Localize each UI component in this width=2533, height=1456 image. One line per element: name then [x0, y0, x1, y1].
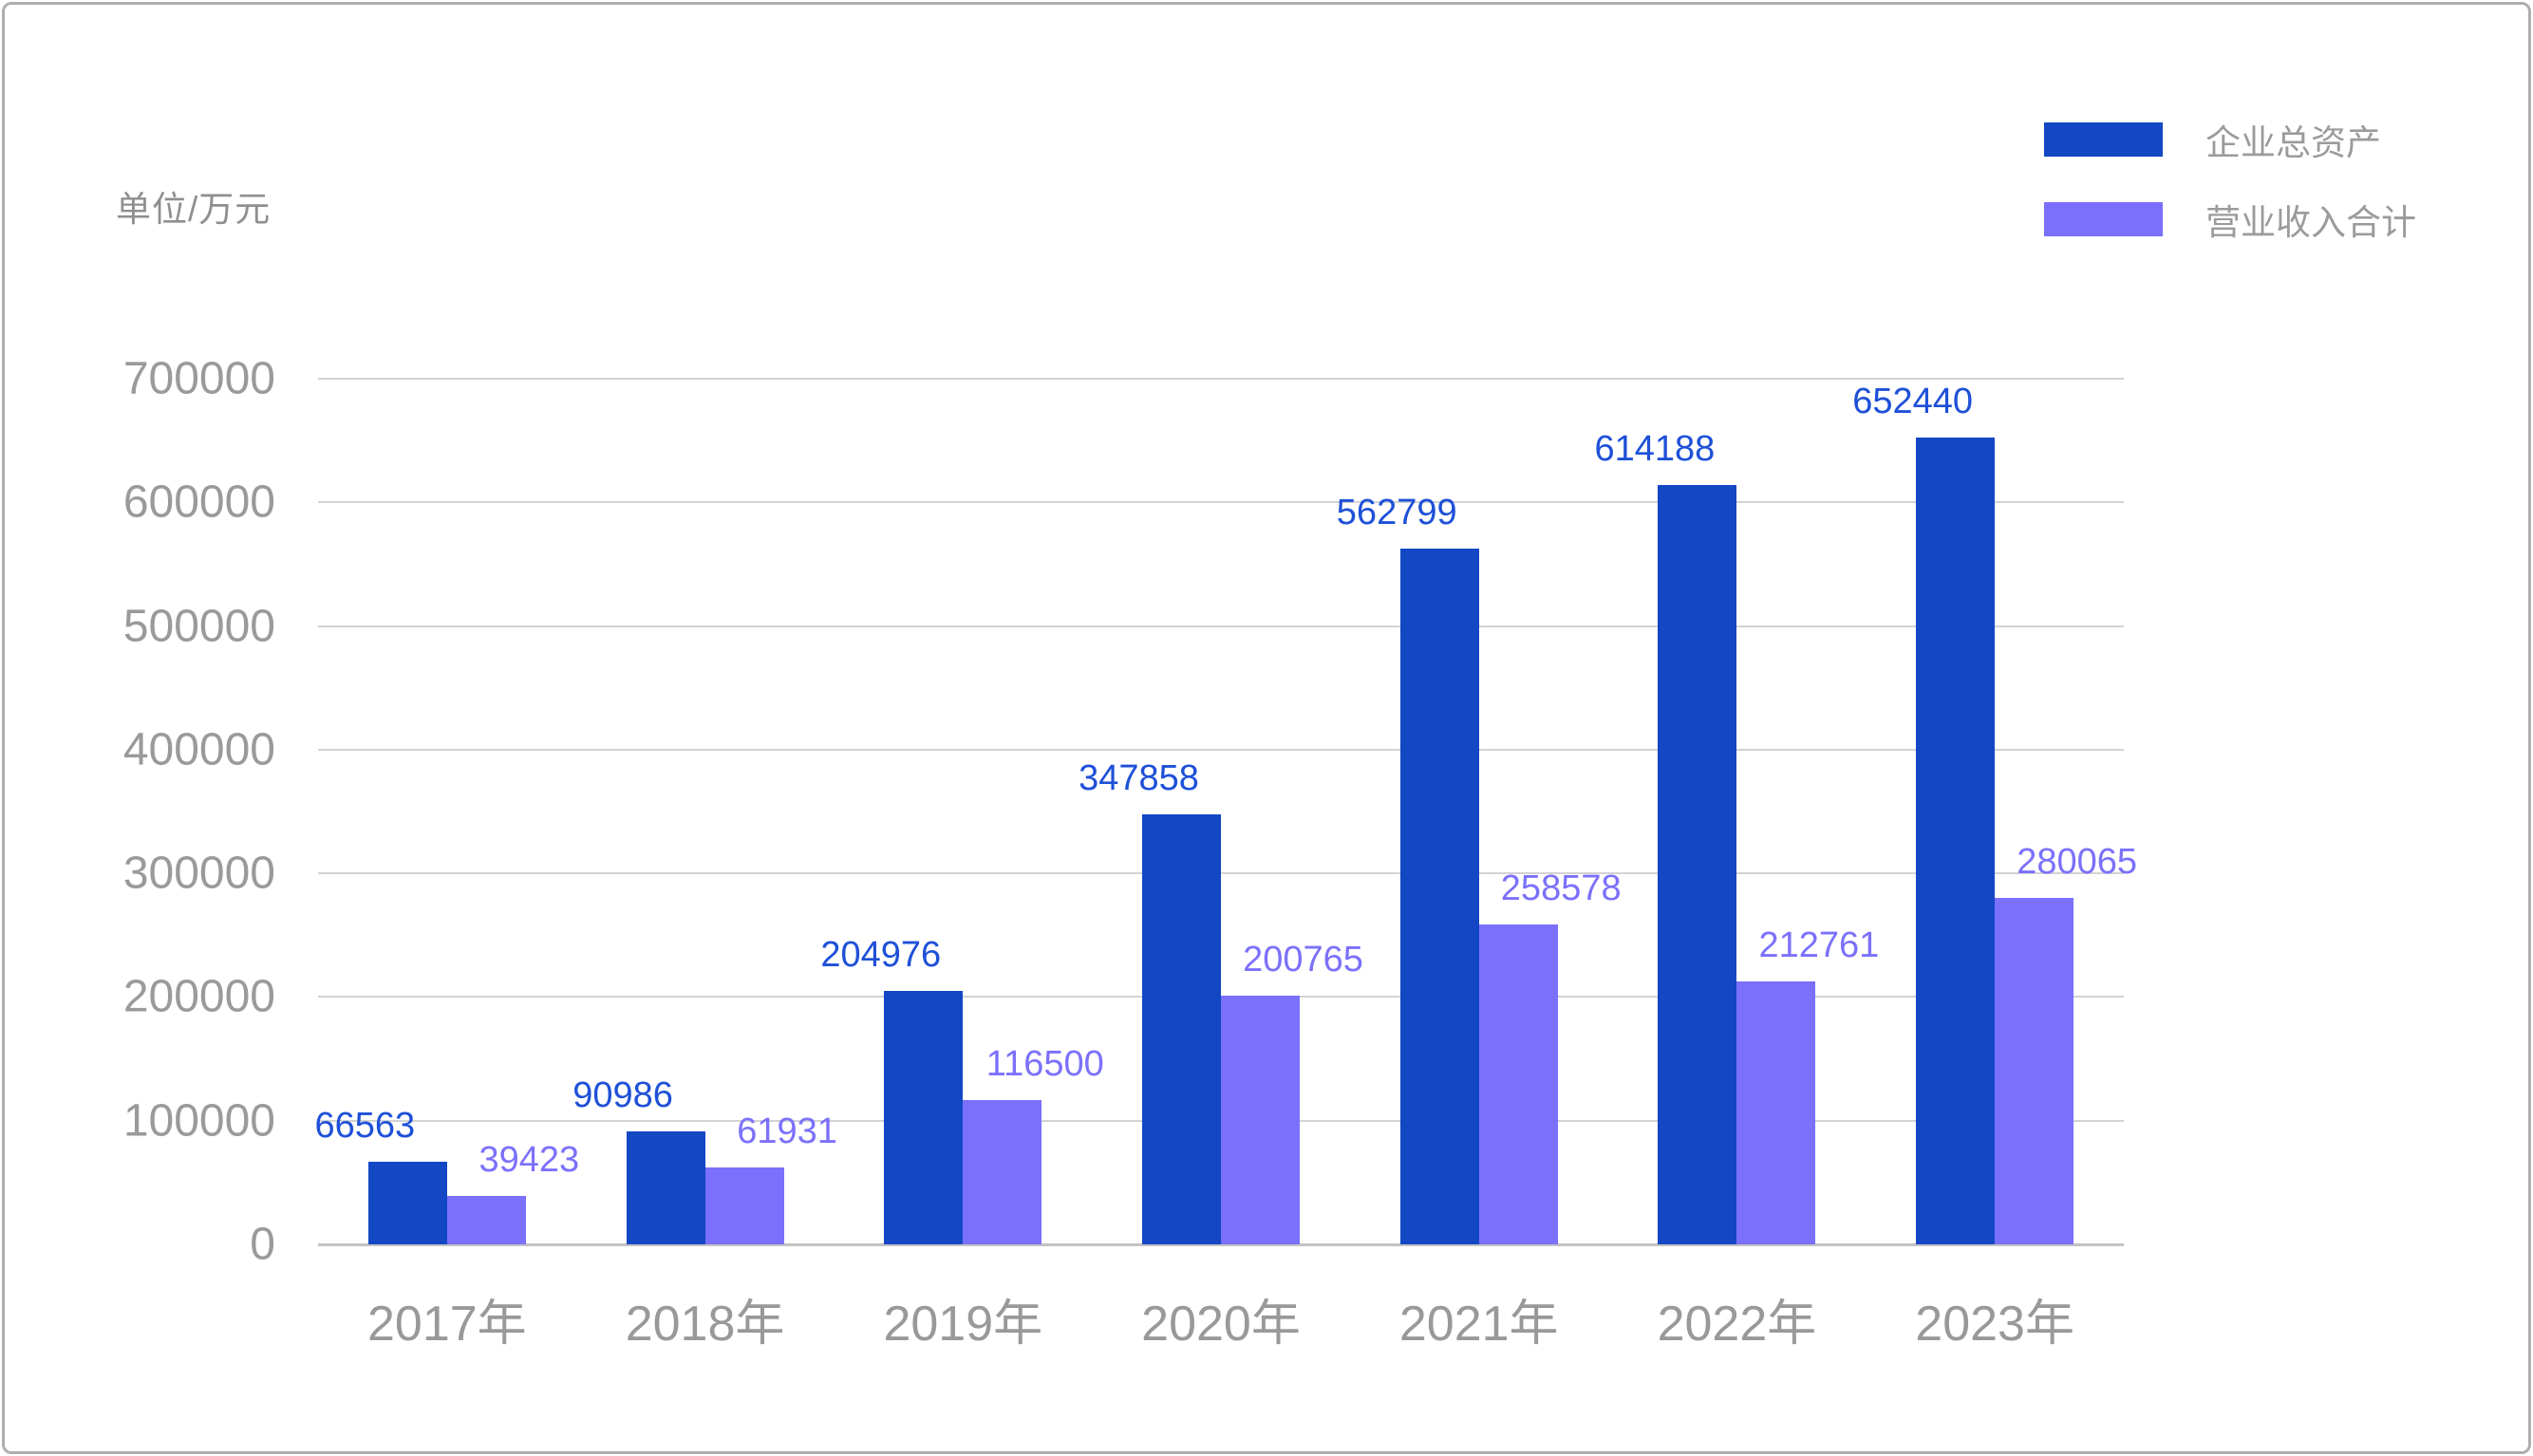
y-tick-label-500000: 500000: [122, 601, 275, 652]
legend-swatch-total-assets: [2044, 122, 2163, 157]
bar-revenue-2020年: [1221, 996, 1300, 1244]
legend-item-total-assets[interactable]: 企业总资产: [2044, 114, 2416, 165]
legend-item-revenue[interactable]: 营业收入合计: [2044, 194, 2416, 245]
value-label-total-assets-2023年: 652440: [1852, 382, 1974, 421]
bar-revenue-2023年: [1995, 898, 2074, 1244]
y-tick-label-300000: 300000: [122, 848, 275, 899]
bar-total-assets-2022年: [1658, 485, 1737, 1244]
bar-revenue-2018年: [704, 1167, 784, 1244]
legend-label-total-assets: 企业总资产: [2205, 123, 2381, 162]
value-label-revenue-2018年: 61931: [737, 1111, 837, 1151]
value-label-revenue-2021年: 258578: [1500, 868, 1622, 908]
value-label-revenue-2022年: 212761: [1758, 925, 1880, 965]
bar-total-assets-2019年: [884, 991, 964, 1244]
value-label-revenue-2020年: 200765: [1243, 940, 1363, 980]
x-tick-label-2017年: 2017年: [367, 1297, 527, 1352]
value-label-total-assets-2022年: 614188: [1594, 429, 1716, 469]
gridline-700000: [318, 378, 2124, 380]
legend-swatch-revenue: [2044, 202, 2163, 236]
bar-revenue-2017年: [446, 1196, 526, 1244]
gridline-300000: [318, 872, 2124, 875]
value-label-revenue-2017年: 39423: [478, 1140, 580, 1180]
bar-total-assets-2020年: [1142, 814, 1221, 1244]
y-tick-label-200000: 200000: [122, 971, 275, 1022]
x-tick-label-2020年: 2020年: [1141, 1297, 1301, 1352]
x-tick-label-2023年: 2023年: [1915, 1297, 2074, 1352]
bar-total-assets-2023年: [1916, 438, 1996, 1244]
value-label-total-assets-2021年: 562799: [1336, 493, 1457, 532]
bar-revenue-2022年: [1736, 981, 1816, 1244]
y-tick-label-600000: 600000: [122, 476, 275, 528]
bar-revenue-2021年: [1478, 924, 1558, 1244]
value-label-revenue-2019年: 116500: [985, 1044, 1104, 1084]
gridline-0: [318, 1242, 2124, 1246]
y-tick-label-700000: 700000: [122, 353, 275, 404]
gridline-400000: [318, 748, 2124, 751]
y-tick-label-100000: 100000: [122, 1095, 275, 1147]
y-axis-unit-label: 单位/万元: [116, 190, 272, 229]
value-label-revenue-2023年: 280065: [2017, 842, 2138, 882]
y-tick-label-400000: 400000: [122, 724, 275, 775]
value-label-total-assets-2019年: 204976: [820, 935, 942, 975]
bar-total-assets-2017年: [367, 1162, 447, 1244]
x-tick-label-2018年: 2018年: [625, 1297, 785, 1352]
value-label-total-assets-2017年: 66563: [314, 1106, 416, 1146]
x-tick-label-2021年: 2021年: [1398, 1297, 1559, 1352]
bar-total-assets-2021年: [1399, 549, 1479, 1244]
y-tick-label-0: 0: [250, 1219, 275, 1270]
x-tick-label-2022年: 2022年: [1657, 1297, 1817, 1352]
gridline-500000: [318, 625, 2124, 627]
x-tick-label-2019年: 2019年: [883, 1297, 1043, 1352]
bar-revenue-2019年: [963, 1100, 1042, 1244]
value-label-total-assets-2020年: 347858: [1079, 758, 1199, 798]
legend: 企业总资产 营业收入合计: [2044, 114, 2416, 245]
gridline-600000: [318, 501, 2124, 504]
legend-label-revenue: 营业收入合计: [2205, 203, 2416, 242]
bar-total-assets-2018年: [626, 1131, 705, 1244]
value-label-total-assets-2018年: 90986: [572, 1075, 673, 1115]
